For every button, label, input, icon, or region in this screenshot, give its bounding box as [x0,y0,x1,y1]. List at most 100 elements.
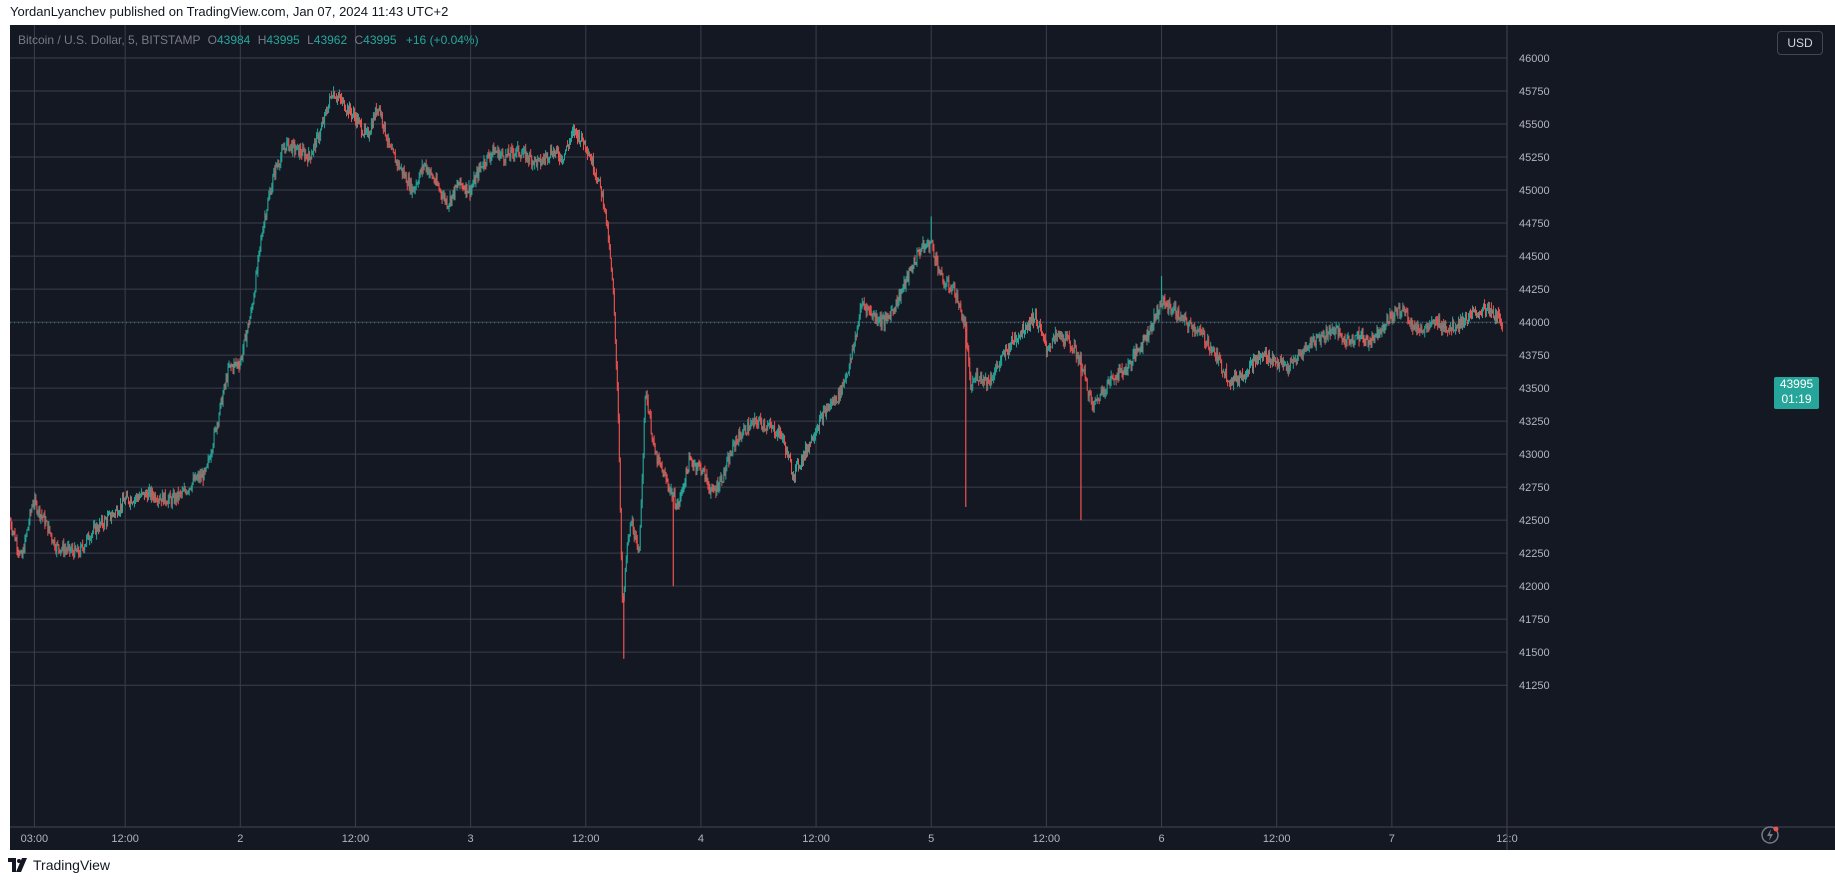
candle-body [555,150,556,155]
candle-body [871,314,873,318]
candle-body [83,547,85,551]
price-chart[interactable]: 4125041500417504200042250425004275043000… [10,25,1835,850]
candle-body [851,348,853,359]
candle-body [703,468,705,470]
candle-body [289,145,291,151]
candle-body [916,251,918,263]
candle-body [628,536,630,538]
candle-body [821,414,822,417]
candle-body [679,498,681,505]
candle-body [711,486,713,491]
candle-body [1500,324,1502,326]
candle-body [850,358,852,360]
candle-body [1279,359,1281,363]
candle-body [348,106,349,114]
candle-body [315,141,317,148]
candle-body [981,373,983,381]
candle-body [390,147,392,150]
candle-body [1269,351,1270,363]
candle-body [630,524,632,526]
candle-body [607,224,609,241]
candle-body [1148,334,1150,338]
candle-body [533,161,535,165]
candle-body [1228,380,1230,383]
currency-button[interactable]: USD [1777,31,1823,55]
candle-body [649,414,651,416]
candle-body [733,442,735,444]
candle-body [873,312,875,316]
candle-body [1366,336,1368,340]
candle-body [41,514,43,517]
candle-body [572,131,573,134]
candle-body [849,358,851,366]
candle-body [1450,327,1452,331]
candle-body [357,115,358,124]
candle-body [621,556,623,597]
candle-body [1469,312,1470,319]
candle-body [206,464,208,468]
candle-body [164,492,166,502]
candle-body [1386,317,1388,326]
candle-body [167,498,169,505]
candle-body [978,380,980,382]
candle-body [85,543,87,547]
candle-body [352,114,353,117]
candle-body [1418,325,1420,331]
candle-body [858,317,860,327]
candle-body [1236,372,1237,382]
candle-body [1249,363,1250,373]
candle-body [969,361,971,375]
x-tick-label: 12:00 [1263,833,1291,845]
candle-body [67,546,69,551]
candle-body [774,426,776,435]
candle-body [554,150,555,155]
candle-body [180,492,182,494]
candle-body [507,149,509,156]
lightning-icon[interactable] [1760,825,1780,845]
candle-body [1002,354,1004,356]
candle-body [712,486,714,489]
candle-body [1387,317,1389,322]
candle-body [564,153,565,160]
candle-body [591,157,592,164]
candle-body [1285,364,1287,371]
candle-body [798,460,799,468]
candle-body [396,160,398,166]
candle-body [704,469,706,481]
candle-body [145,491,146,498]
candle-body [945,285,947,287]
candle-body [1363,337,1365,344]
candle-body [872,315,874,318]
candle-body [583,140,584,145]
candle-body [237,362,239,366]
candle-body [1182,315,1184,317]
candle-body [381,114,383,125]
candle-body [1096,398,1098,401]
chart-panel[interactable]: 41250 41500 41750 42000 42250 42500 42750 43000… [10,25,1835,850]
candle-body [1377,328,1379,338]
candle-body [176,491,178,501]
candle-body [240,357,242,364]
candle-body [504,161,506,163]
candle-body [1094,399,1096,402]
candle-body [110,512,111,520]
candle-body [901,289,903,293]
candle-body [1023,324,1024,334]
candle-body [811,436,812,444]
candle-body [1424,328,1426,332]
candle-body [1274,360,1276,363]
candle-body [755,417,757,420]
candle-body [217,423,219,425]
candle-body [515,152,517,155]
candle-body [880,316,882,325]
candle-body [580,140,581,143]
candle-body [1060,332,1062,338]
candle-body [1240,375,1241,378]
candle-body [1153,313,1155,328]
candle-body [1015,336,1016,342]
candle-body [721,476,723,483]
candle-body [1128,362,1130,364]
candle-body [162,493,164,504]
candle-body [1138,349,1140,352]
candle-body [449,196,451,204]
